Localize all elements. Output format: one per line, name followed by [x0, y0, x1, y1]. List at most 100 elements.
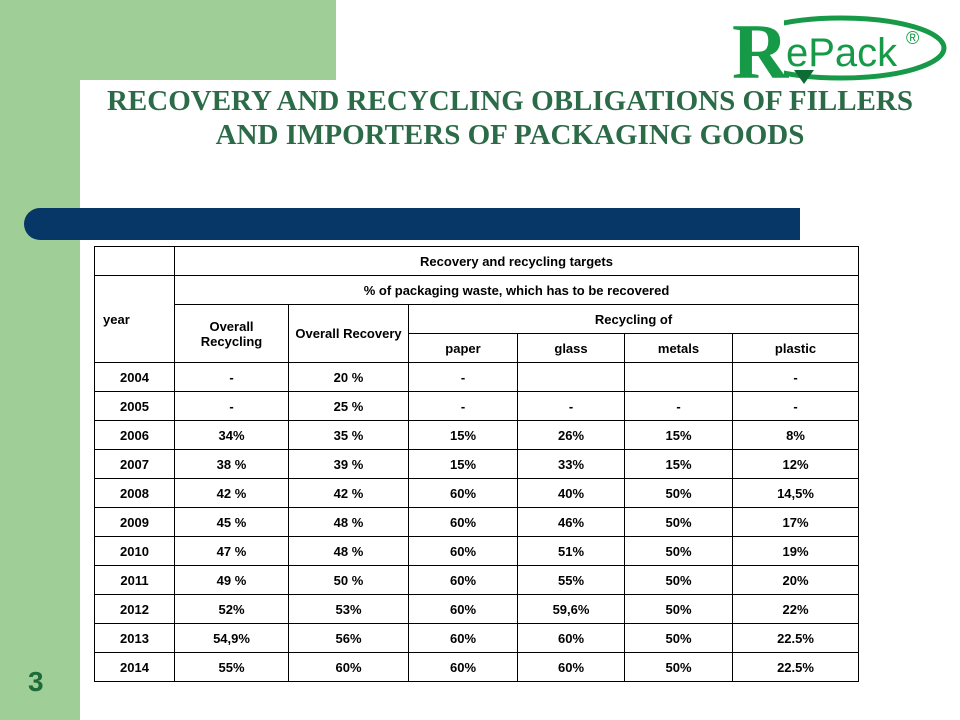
cell-overall-recycling: 55%	[174, 652, 289, 682]
cell-paper: -	[408, 391, 518, 421]
cell-overall-recycling: 52%	[174, 594, 289, 624]
header-year: year	[94, 275, 175, 363]
cell-plastic: 19%	[731, 536, 860, 566]
cell-glass: 60%	[517, 652, 625, 682]
cell-metals: 50%	[624, 623, 733, 653]
table-row: 2005-25 % - - - -	[94, 391, 860, 421]
cell-paper: -	[408, 362, 518, 392]
cell-plastic: 12%	[731, 449, 860, 479]
cell-glass: 46%	[517, 507, 625, 537]
cell-metals: 15%	[624, 449, 733, 479]
targets-table: Recovery and recycling targets year % of…	[94, 246, 860, 682]
cell-overall-recovery: 48 %	[288, 536, 409, 566]
cell-glass	[517, 362, 625, 392]
cell-glass: 40%	[517, 478, 625, 508]
cell-overall-recovery: 25 %	[288, 391, 409, 421]
table-row: 2014 55% 60% 60% 60% 50% 22.5%	[94, 652, 860, 682]
cell-paper: 60%	[408, 565, 518, 595]
cell-paper: 60%	[408, 594, 518, 624]
cell-year: 2004	[94, 362, 175, 392]
cell-overall-recycling: 45 %	[174, 507, 289, 537]
repack-logo: R ePack ®	[732, 10, 947, 90]
logo-registered-mark: ®	[906, 28, 919, 48]
cell-paper: 60%	[408, 623, 518, 653]
cell-paper: 60%	[408, 507, 518, 537]
table-row: 2009 45 % 48 % 60% 46% 50% 17%	[94, 507, 860, 537]
cell-glass: 60%	[517, 623, 625, 653]
header-overall-recycling: Overall Recycling	[174, 304, 289, 363]
cell-year: 2005	[94, 391, 175, 421]
cell-overall-recovery: 60%	[288, 652, 409, 682]
cell-metals: 15%	[624, 420, 733, 450]
cell-glass: 51%	[517, 536, 625, 566]
cell-overall-recycling: -	[174, 391, 289, 421]
header-plastic: plastic	[731, 333, 860, 363]
table-body: 2004-20 % - -2005-25 % - - - -2006 34% 35 % 15% 26…	[94, 362, 860, 682]
cell-plastic: -	[731, 391, 860, 421]
header-paper: paper	[408, 333, 518, 363]
header-metals: metals	[624, 333, 733, 363]
cell-metals: 50%	[624, 652, 733, 682]
header-recycling-of: Recycling of	[407, 304, 860, 334]
header-glass: glass	[517, 333, 625, 363]
logo-r-backing	[732, 16, 784, 80]
cell-year: 2011	[94, 565, 175, 595]
cell-glass: 59,6%	[517, 594, 625, 624]
cell-overall-recycling: 42 %	[174, 478, 289, 508]
side-decor-strip	[0, 0, 80, 720]
top-decor-band	[80, 0, 336, 80]
cell-overall-recovery: 50 %	[288, 565, 409, 595]
cell-plastic: 20%	[731, 565, 860, 595]
cell-metals	[624, 362, 733, 392]
cell-overall-recycling: 49 %	[174, 565, 289, 595]
cell-overall-recycling: 47 %	[174, 536, 289, 566]
cell-overall-recovery: 48 %	[288, 507, 409, 537]
cell-paper: 15%	[408, 420, 518, 450]
cell-year: 2006	[94, 420, 175, 450]
cell-overall-recycling: 38 %	[174, 449, 289, 479]
cell-metals: 50%	[624, 478, 733, 508]
cell-overall-recovery: 42 %	[288, 478, 409, 508]
table-row: 2011 49 % 50 % 60% 55% 50% 20%	[94, 565, 860, 595]
table-row: 2010 47 % 48 % 60% 51% 50% 19%	[94, 536, 860, 566]
table-row: 2004-20 % - -	[94, 362, 860, 392]
header-percent: % of packaging waste, which has to be re…	[173, 275, 860, 305]
cell-plastic: 17%	[731, 507, 860, 537]
cell-glass: 33%	[517, 449, 625, 479]
cell-plastic: 22.5%	[731, 652, 860, 682]
logo-epack-text: ePack	[786, 31, 898, 75]
cell-glass: 26%	[517, 420, 625, 450]
table-row: 2006 34% 35 % 15% 26% 15% 8%	[94, 420, 860, 450]
table-row: 2012 52% 53% 60% 59,6% 50% 22%	[94, 594, 860, 624]
cell-paper: 60%	[408, 652, 518, 682]
logo-r-letter: R	[732, 10, 790, 90]
cell-year: 2009	[94, 507, 175, 537]
table-row: 2008 42 % 42 % 60% 40% 50% 14,5%	[94, 478, 860, 508]
cell-metals: 50%	[624, 565, 733, 595]
cell-year: 2012	[94, 594, 175, 624]
cell-overall-recovery: 35 %	[288, 420, 409, 450]
cell-plastic: 14,5%	[731, 478, 860, 508]
cell-plastic: 8%	[731, 420, 860, 450]
cell-metals: 50%	[624, 594, 733, 624]
cell-year: 2010	[94, 536, 175, 566]
slide-title: RECOVERY AND RECYCLING OBLIGATIONS OF FI…	[106, 85, 913, 151]
table-row: 2013 54,9% 56% 60% 60% 50% 22.5%	[94, 623, 860, 653]
cell-metals: -	[624, 391, 733, 421]
table-row: 2007 38 % 39 % 15% 33% 15% 12%	[94, 449, 860, 479]
cell-year: 2013	[94, 623, 175, 653]
cell-overall-recycling: -	[174, 362, 289, 392]
cell-glass: 55%	[517, 565, 625, 595]
cell-plastic: 22%	[731, 594, 860, 624]
cell-year: 2008	[94, 478, 175, 508]
slide-number: 3	[28, 666, 44, 697]
cell-metals: 50%	[624, 507, 733, 537]
cell-overall-recovery: 56%	[288, 623, 409, 653]
cell-paper: 15%	[408, 449, 518, 479]
header-targets: Recovery and recycling targets	[173, 246, 860, 276]
header-overall-recovery: Overall Recovery	[288, 304, 409, 363]
cell-plastic: 22.5%	[731, 623, 860, 653]
logo-arrow-icon	[794, 70, 814, 84]
cell-overall-recovery: 53%	[288, 594, 409, 624]
cell-paper: 60%	[408, 536, 518, 566]
